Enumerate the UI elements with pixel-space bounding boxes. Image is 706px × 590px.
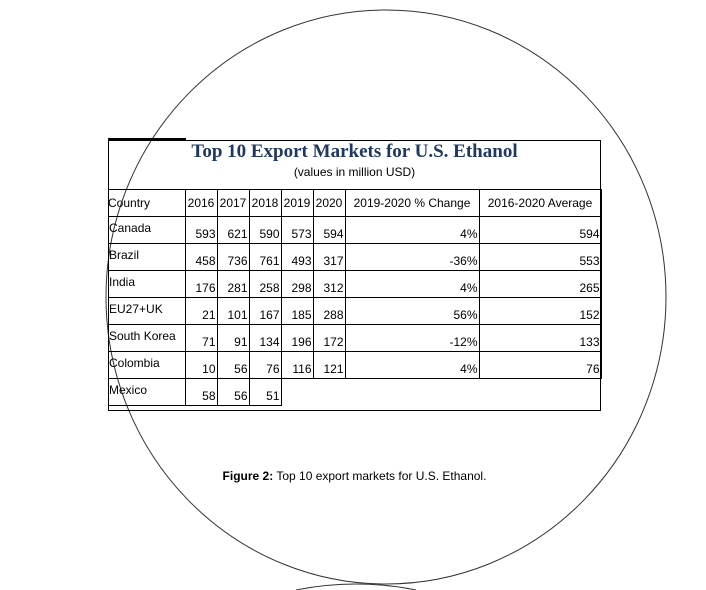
cell-average: 152 [479, 297, 602, 325]
header-2017: 2017 [217, 189, 250, 217]
cell-2018: 590 [249, 216, 282, 244]
cell-2016: 458 [185, 243, 218, 271]
cell-country: Colombia [108, 351, 186, 379]
cell-average: 553 [479, 243, 602, 271]
cell-average: 265 [479, 270, 602, 298]
figure-caption-text: Top 10 export markets for U.S. Ethanol. [273, 469, 487, 483]
cell-2017: 56 [217, 351, 250, 379]
cell-2016: 176 [185, 270, 218, 298]
cell-2020: 288 [313, 297, 346, 325]
cell-country: South Korea [108, 324, 186, 352]
header-country: Country [108, 189, 186, 217]
cell-2016: 58 [185, 378, 218, 406]
cell-2019: 298 [281, 270, 314, 298]
cell-2018: 761 [249, 243, 282, 271]
header-average: 2016-2020 Average [479, 189, 602, 217]
frame-bottom-arc [295, 583, 417, 590]
figure-caption: Figure 2: Top 10 export markets for U.S.… [108, 469, 601, 483]
export-markets-table: Country 2016 2017 2018 2019 2020 2019-20… [108, 189, 602, 406]
header-change: 2019-2020 % Change [345, 189, 480, 217]
cell-2017: 101 [217, 297, 250, 325]
chart-title: Top 10 Export Markets for U.S. Ethanol [191, 141, 518, 162]
figure-caption-label: Figure 2: [222, 469, 274, 483]
cell-2019: 573 [281, 216, 314, 244]
cell-2016: 71 [185, 324, 218, 352]
header-2019: 2019 [281, 189, 314, 217]
cell-change: 4% [345, 216, 480, 244]
cell-2018: 51 [249, 378, 282, 406]
table-row: South Korea 71 91 134 196 172 -12% 133 [108, 324, 602, 352]
header-2016: 2016 [185, 189, 218, 217]
cell-2019: 185 [281, 297, 314, 325]
cell-2020: 594 [313, 216, 346, 244]
table-row: Colombia 10 56 76 116 121 4% 76 [108, 351, 602, 379]
cell-2018: 167 [249, 297, 282, 325]
cell-change: 56% [345, 297, 480, 325]
cell-change: 4% [345, 351, 480, 379]
table-row: Mexico 58 56 51 [108, 378, 601, 406]
cell-2017: 91 [217, 324, 250, 352]
cell-2018: 258 [249, 270, 282, 298]
cell-change: 4% [345, 270, 480, 298]
table-top-tab-line [108, 138, 186, 140]
cell-2020: 317 [313, 243, 346, 271]
chart-subtitle: (values in million USD) [293, 165, 416, 179]
cell-country: India [108, 270, 186, 298]
cell-2016: 21 [185, 297, 218, 325]
cell-2016: 10 [185, 351, 218, 379]
cell-average: 594 [479, 216, 602, 244]
header-2018: 2018 [249, 189, 282, 217]
cell-2017: 736 [217, 243, 250, 271]
table-row: Brazil 458 736 761 493 317 -36% 553 [108, 243, 602, 271]
cell-2017: 56 [217, 378, 250, 406]
cell-country: Canada [108, 216, 186, 244]
cell-2018: 134 [249, 324, 282, 352]
cell-country: Mexico [108, 378, 186, 406]
cell-2018: 76 [249, 351, 282, 379]
table-row: EU27+UK 21 101 167 185 288 56% 152 [108, 297, 602, 325]
cell-2019: 116 [281, 351, 314, 379]
cell-average: 133 [479, 324, 602, 352]
cell-change: -12% [345, 324, 480, 352]
cell-2017: 281 [217, 270, 250, 298]
cell-2017: 621 [217, 216, 250, 244]
table-row: India 176 281 258 298 312 4% 265 [108, 270, 602, 298]
cell-2020: 172 [313, 324, 346, 352]
cell-average: 76 [479, 351, 602, 379]
table-header-row: Country 2016 2017 2018 2019 2020 2019-20… [108, 189, 602, 217]
cell-2020: 312 [313, 270, 346, 298]
cell-2020: 121 [313, 351, 346, 379]
cell-2019: 493 [281, 243, 314, 271]
table-row: Canada 593 621 590 573 594 4% 594 [108, 216, 602, 244]
cell-country: EU27+UK [108, 297, 186, 325]
frame-ellipse [105, 9, 667, 585]
cell-change: -36% [345, 243, 480, 271]
empty-cell [281, 379, 601, 406]
header-2020: 2020 [313, 189, 346, 217]
cell-2016: 593 [185, 216, 218, 244]
cell-country: Brazil [108, 243, 186, 271]
cell-2019: 196 [281, 324, 314, 352]
